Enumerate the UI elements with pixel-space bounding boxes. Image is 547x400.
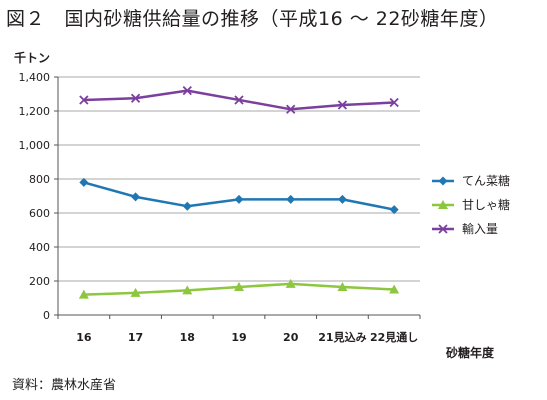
x-tick-label: 17 [128, 331, 143, 344]
y-tick-label: 400 [29, 241, 50, 254]
y-tick-label: 1,200 [19, 105, 51, 118]
legend-item: てん菜糖 [432, 173, 510, 188]
legend-label: てん菜糖 [462, 173, 510, 188]
data-point [130, 287, 141, 297]
data-point [286, 194, 296, 204]
y-tick-label: 600 [29, 207, 50, 220]
data-point [234, 281, 244, 291]
x-tick-label: 20 [283, 331, 299, 344]
page-title: 図２ 国内砂糖供給量の推移（平成16 ～ 22砂糖年度） [6, 8, 499, 30]
x-tick-label: 16 [76, 331, 92, 344]
data-point [234, 95, 244, 105]
data-point [438, 200, 448, 209]
data-point [389, 97, 399, 108]
legend-item: 輸入量 [432, 221, 498, 236]
data-point [438, 224, 448, 234]
data-point [438, 176, 448, 186]
legend-item: 甘しゃ糖 [432, 197, 510, 212]
y-tick-label: 800 [29, 173, 50, 186]
series-diamond [79, 177, 399, 215]
y-tick-label: 1,000 [19, 139, 51, 152]
data-point [182, 85, 192, 96]
series-x [79, 85, 399, 114]
data-point [337, 100, 348, 110]
x-tick-label: 19 [231, 331, 246, 344]
data-point [182, 201, 192, 211]
data-point [79, 95, 89, 105]
data-point [337, 281, 348, 291]
axes: 0 200 400 600 800 1,000 1,200 1,400 16 17 18 19 20 21… [14, 50, 495, 360]
legend-label: 輸入量 [462, 221, 498, 236]
x-tick-label: 22見通し [370, 331, 418, 344]
data-point [79, 177, 89, 187]
x-tick-label: 21見込み [318, 330, 366, 344]
data-point [286, 104, 296, 114]
legend-label: 甘しゃ糖 [462, 197, 510, 212]
x-tick-label: 18 [180, 331, 195, 344]
data-point [78, 289, 89, 299]
data-point [234, 194, 244, 204]
source-note: 資料：農林水産省 [12, 378, 117, 393]
gridlines [58, 76, 420, 282]
data-point [389, 284, 400, 294]
data-point [389, 205, 399, 215]
series-lines [78, 85, 400, 299]
y-tick-label: 1,400 [19, 71, 51, 84]
y-axis-title: 千トン [14, 50, 50, 65]
data-point [337, 194, 347, 204]
data-point [285, 278, 296, 288]
data-point [130, 93, 141, 103]
data-point [131, 192, 141, 202]
y-tick-label: 0 [43, 309, 50, 322]
data-point [182, 285, 193, 295]
y-tick-label: 200 [29, 275, 50, 288]
x-axis-title: 砂糖年度 [445, 345, 495, 360]
series-triangle [78, 278, 400, 299]
